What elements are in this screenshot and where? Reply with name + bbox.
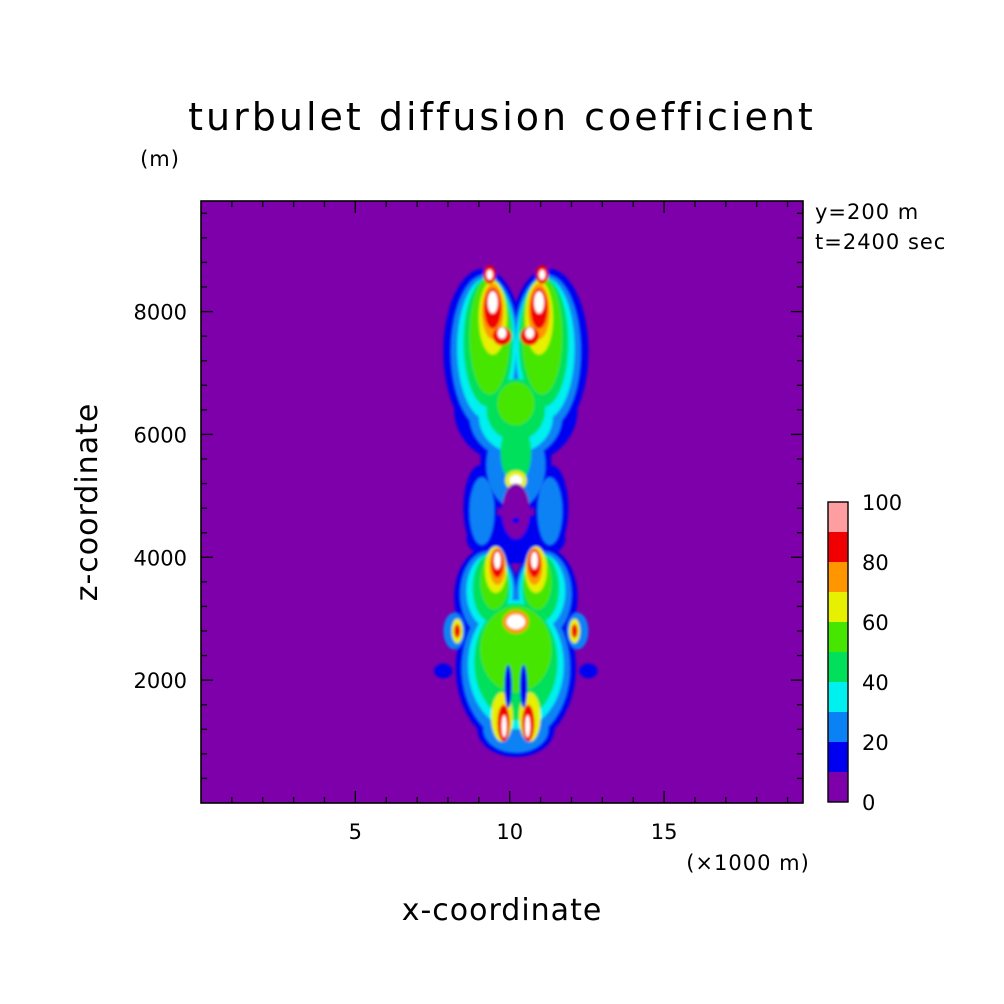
chart-title: turbulet diffusion coefficient <box>188 95 816 139</box>
annotation-t: t=2400 sec <box>815 230 946 254</box>
colorbar-swatch <box>828 592 848 622</box>
y-tick-label: 4000 <box>134 546 187 570</box>
y-axis-label: z-coordinate <box>70 403 105 602</box>
contour-region <box>497 327 507 339</box>
colorbar-swatch <box>828 742 848 772</box>
x-axis-label: x-coordinate <box>402 893 603 928</box>
contour-region <box>486 269 493 280</box>
colorbar-tick-label: 40 <box>862 671 889 695</box>
annotation-y: y=200 m <box>815 200 919 224</box>
colorbar-tick-label: 20 <box>862 731 889 755</box>
x-tick-label: 5 <box>349 820 362 844</box>
colorbar-swatch <box>828 562 848 592</box>
x-tick-label: 10 <box>496 820 523 844</box>
axes: 5 10 15 2000 4000 6000 8000 <box>134 200 804 844</box>
colorbar-swatch <box>828 772 848 802</box>
contour-region <box>454 624 461 638</box>
contour-region <box>493 551 501 569</box>
colorbar-tick-label: 80 <box>862 551 889 575</box>
colorbar-swatch <box>828 682 848 712</box>
y-tick-label: 8000 <box>134 301 187 325</box>
colorbar-swatch <box>828 712 848 742</box>
contour-region <box>469 477 495 545</box>
contour-region <box>502 483 530 539</box>
colorbar-tick-label: 100 <box>862 491 902 515</box>
contour-region <box>487 291 498 314</box>
colorbar-swatch <box>828 652 848 682</box>
x-unit-label: (×1000 m) <box>686 851 810 875</box>
contour-region <box>537 477 563 545</box>
colorbar-swatch <box>828 622 848 652</box>
contour-region <box>525 327 535 339</box>
contour-region <box>539 269 546 280</box>
contour-region <box>497 382 535 426</box>
contour-plume <box>434 265 598 757</box>
y-tick-label: 2000 <box>134 669 187 693</box>
contour-region <box>500 422 532 484</box>
y-unit-label: (m) <box>140 147 180 171</box>
contour-region <box>501 715 507 738</box>
contour-region <box>534 291 544 314</box>
colorbar: 0 20 40 60 80 100 <box>827 491 902 815</box>
colorbar-tick-label: 0 <box>862 791 875 815</box>
y-tick-label: 6000 <box>134 423 187 447</box>
colorbar-tick-label: 60 <box>862 611 889 635</box>
contour-region <box>509 474 523 487</box>
colorbar-frame <box>827 501 849 803</box>
contour-region <box>480 606 552 693</box>
contour-region <box>525 715 531 738</box>
contour-region <box>579 663 598 679</box>
colorbar-swatch <box>828 532 848 562</box>
contour-region <box>434 663 453 679</box>
contour-region <box>506 614 526 630</box>
plot-frame <box>200 200 804 804</box>
contour-region <box>571 624 578 638</box>
x-tick-label: 15 <box>651 820 678 844</box>
contour-region <box>519 664 528 708</box>
contour-region <box>504 664 512 708</box>
contour-region <box>531 551 538 569</box>
colorbar-swatch <box>828 502 848 532</box>
contour-region <box>512 517 520 524</box>
